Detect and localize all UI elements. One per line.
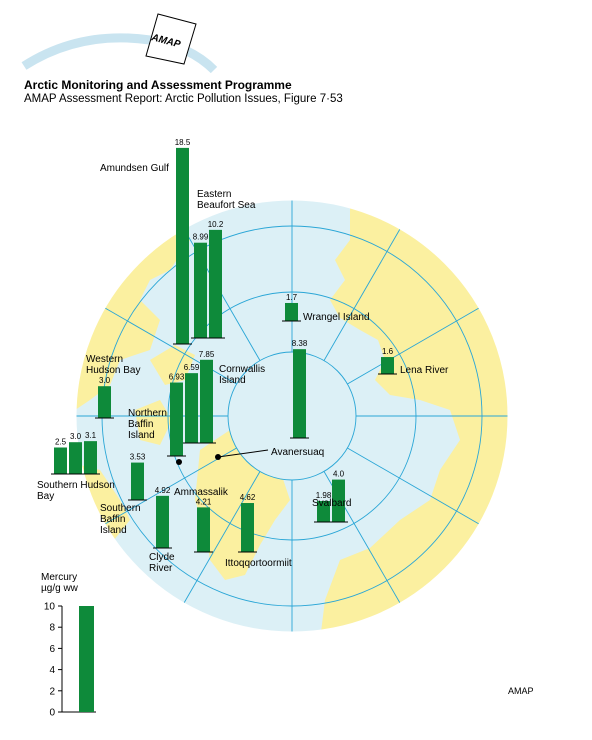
legend: 0 2 4 6 8 10 [44,602,96,719]
bar-value-label: 1.6 [382,347,394,356]
mercury-bar [241,503,254,552]
bar-value-label: 6.59 [184,363,200,372]
mercury-bar [131,462,144,500]
bar-value-label: 4.21 [196,497,212,506]
site-label: Cornwallis Island [219,364,265,386]
site-label: Amundsen Gulf [100,163,169,174]
legend-tick-label: 0 [49,708,55,719]
mercury-bar [317,501,330,522]
page-title: Arctic Monitoring and Assessment Program… [24,78,292,92]
mercury-bar [185,373,198,443]
mercury-bar [54,447,67,474]
site-label: Northern Baffin Island [128,408,167,441]
legend-title-line2: µg/g ww [41,583,78,594]
site-label: Eastern Beaufort Sea [197,189,256,211]
mercury-bar [200,359,213,443]
bar-value-label: 4.62 [240,493,256,502]
bar-value-label: 3.1 [85,431,97,440]
site-label: Wrangel Island [303,312,370,323]
bar-value-label: 7.85 [199,350,215,359]
mercury-bar [209,229,222,338]
mercury-bar [285,302,298,321]
amap-logo: AMAP [21,13,218,74]
site-markers [176,449,269,465]
site-labels: Amundsen Gulf Eastern Beaufort Sea Wrangel … [37,163,449,574]
legend-bar [79,606,94,712]
bar-value-label: 6.93 [169,373,185,382]
graticule [76,200,508,632]
mercury-bar [176,147,189,344]
page-subtitle: AMAP Assessment Report: Arctic Pollution… [24,93,343,105]
mercury-bar [98,386,111,418]
bar-value-label: 3.0 [99,376,111,385]
mercury-bar [381,357,394,374]
bar-value-label: 1.98 [316,491,332,500]
amap-logo-flag-icon [145,13,197,65]
site-label: Ittoqqortoormiit [225,558,292,569]
mercury-bar [84,441,97,474]
bar-value-label: 3.53 [130,453,146,462]
site-label: Avanersuaq [271,447,324,458]
site-label: Svalbard [312,498,351,509]
mercury-bar [293,349,306,438]
bar-value-label: 2.5 [55,438,67,447]
bar-value-label: 1.7 [286,293,298,302]
bar-value-label: 4.92 [155,486,171,495]
site-label: Southern Hudson Bay [37,480,115,502]
legend-tick-label: 6 [49,644,55,655]
legend-tick-label: 8 [49,623,55,634]
mercury-bar [194,242,207,338]
site-label: Clyde River [149,552,175,574]
legend-tick-label: 2 [49,686,55,697]
mercury-bar [197,507,210,552]
mercury-bars: 18.58.9910.21.71.66.597.856.938.383.02.5… [51,138,397,553]
site-label: Western Hudson Bay [86,354,140,376]
site-marker [176,459,182,465]
land-baffin [135,400,172,445]
legend-tick-label: 4 [49,665,55,676]
mercury-bar [332,479,345,522]
bar-value-label: 10.2 [208,220,224,229]
credit: AMAP [508,686,534,696]
mercury-bar [156,495,169,548]
bar-value-label: 18.5 [175,138,191,147]
legend-title-line1: Mercury [41,572,78,583]
bar-value-label: 4.0 [333,470,345,479]
legend-tick-label: 10 [44,602,56,613]
mercury-bar [69,442,82,474]
bar-value-label: 8.99 [193,233,209,242]
site-label: Lena River [400,365,449,376]
mercury-bar [170,382,183,456]
legend-title: Mercury µg/g ww [41,572,78,594]
site-label: Ammassalik [174,487,229,498]
site-label: Southern Baffin Island [100,503,141,536]
bar-value-label: 8.38 [292,339,308,348]
bar-value-label: 3.0 [70,432,82,441]
